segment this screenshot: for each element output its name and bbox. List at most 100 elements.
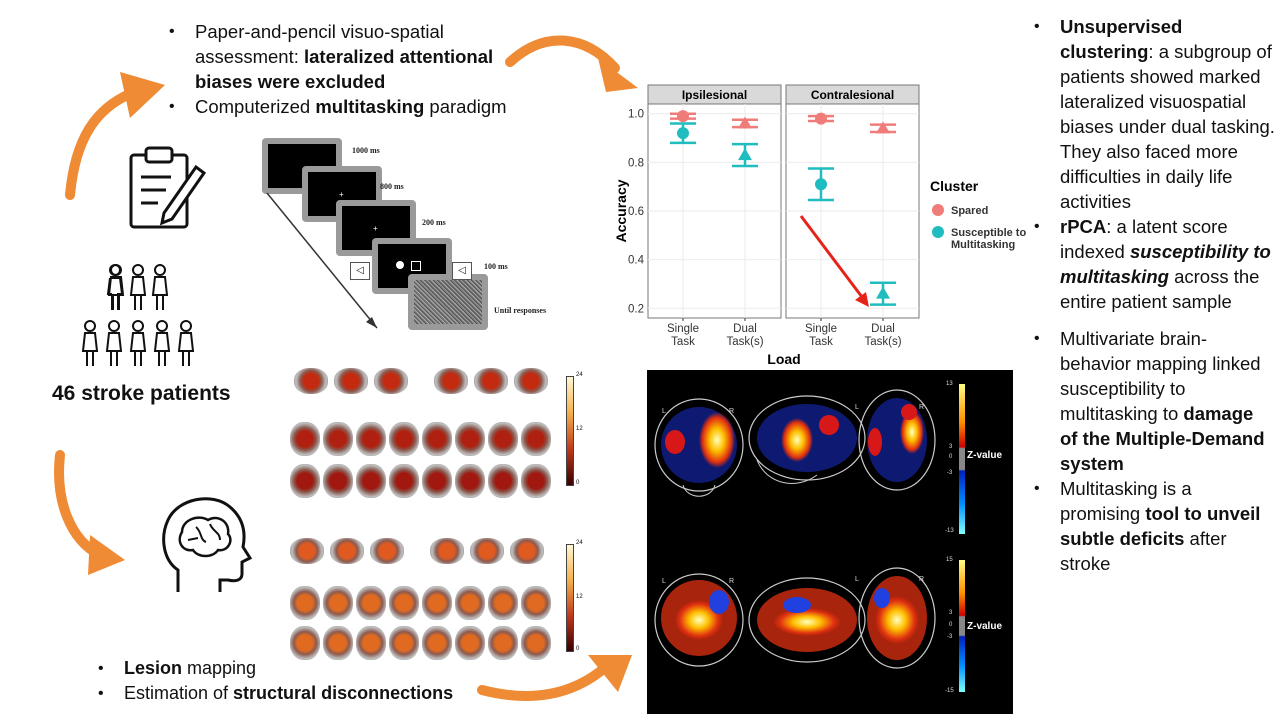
bullet-text: Estimation of	[124, 683, 234, 703]
brain-slice	[514, 368, 548, 394]
legend-label: Spared	[951, 205, 988, 217]
zbar-bottom-tick-3: -3	[947, 634, 953, 640]
brain-slice	[356, 586, 386, 620]
bullet-text: multitasking	[315, 96, 425, 117]
brain-slice	[455, 626, 485, 660]
brain-slice	[389, 464, 419, 498]
brain-slice	[422, 626, 452, 660]
x-tick-label: Task(s)	[864, 336, 901, 348]
lesion-tick-max: 24	[576, 372, 583, 378]
panel-strip	[647, 84, 782, 105]
brain-slice	[290, 422, 320, 456]
zbar-bottom-tick-4: -15	[945, 688, 954, 694]
screen-5-noise	[408, 274, 488, 330]
lesion-tick-mid: 12	[576, 426, 583, 432]
bullet-text: across the entire patient sample	[1060, 266, 1260, 312]
y-tick-label: 1.0	[628, 109, 644, 121]
disconnection-colorbar	[566, 544, 574, 652]
panel-strip	[785, 84, 920, 105]
highlight-arrow	[799, 215, 867, 302]
right-bullets: Unsupervised clustering: a subgroup of p…	[1030, 14, 1275, 576]
brain-slice	[488, 422, 518, 456]
x-tick-label: Single	[667, 323, 699, 335]
brain-slice	[356, 422, 386, 456]
brain-slice	[374, 368, 408, 394]
brain-slice	[370, 538, 404, 564]
zbar-top-tick-2: 0	[949, 454, 953, 460]
x-tick-label: Task(s)	[726, 336, 763, 348]
panel-title: Contralesional	[811, 88, 894, 102]
brain-slice	[290, 464, 320, 498]
brain-slice	[455, 464, 485, 498]
brain-slice	[356, 464, 386, 498]
brain-slice	[434, 368, 468, 394]
x-tick-label: Task	[671, 336, 695, 348]
disconnection-tick-max: 24	[576, 540, 583, 546]
patients-label: 46 stroke patients	[52, 382, 231, 405]
bullet-text: tool to unveil subtle deficits	[1060, 503, 1261, 549]
orient-bottom-R2: R	[919, 576, 925, 583]
top-bullets: Paper-and-pencil visuo-spatial assessmen…	[165, 19, 510, 119]
brain-slice	[488, 586, 518, 620]
top-bullets-item: Paper-and-pencil visuo-spatial assessmen…	[165, 19, 510, 94]
timing-5: Until responses	[494, 306, 547, 315]
right-bullets-item: Unsupervised clustering: a subgroup of p…	[1030, 14, 1275, 214]
brain-slice	[323, 464, 353, 498]
legend-label: Susceptible to	[951, 227, 1026, 239]
bullet-text: structural disconnections	[233, 683, 454, 703]
glass-brain-top-row	[654, 389, 936, 497]
x-tick-label: Dual	[733, 323, 757, 335]
panel-title: Ipsilesional	[682, 88, 747, 102]
brain-slice	[422, 586, 452, 620]
bullet-text: : a latent score indexed	[1060, 216, 1228, 262]
zbar-top-tick-0: 13	[946, 381, 953, 387]
right-bullets-item: Multitasking is a promising tool to unve…	[1030, 476, 1275, 576]
legend-title: Cluster	[930, 178, 979, 194]
orient-top-L2: L	[855, 404, 859, 411]
brain-slice	[474, 368, 508, 394]
timing-3: 200 ms	[422, 218, 446, 227]
brain-slice	[510, 538, 544, 564]
y-tick-label: 0.6	[628, 206, 644, 218]
bullet-text: : a subgroup of patients showed marked l…	[1060, 41, 1275, 212]
x-tick-label: Single	[805, 323, 837, 335]
brain-slice	[488, 464, 518, 498]
paradigm-figure: + + ◁ ◁ 1000 ms 800 ms 200 ms 100 ms Unt…	[262, 138, 582, 348]
glass-brain-bottom-row	[654, 567, 936, 669]
zbar-top-tick-1: 3	[949, 444, 953, 450]
bottom-bullets: Lesion mappingEstimation of structural d…	[94, 656, 494, 706]
zbar-bottom-tick-1: 3	[949, 610, 953, 616]
brain-slice	[521, 626, 551, 660]
brain-slice	[455, 586, 485, 620]
brain-slice	[455, 422, 485, 456]
speaker-icon-left: ◁	[350, 262, 370, 280]
brain-slice	[430, 538, 464, 564]
timing-1: 1000 ms	[352, 146, 380, 155]
brain-slice	[323, 626, 353, 660]
bullet-text: mapping	[182, 658, 257, 678]
brain-slice	[356, 626, 386, 660]
brain-slice	[389, 626, 419, 660]
data-point	[738, 116, 752, 129]
x-tick-label: Dual	[871, 323, 895, 335]
bullet-text: damage of the Multiple-Demand system	[1060, 403, 1265, 474]
x-tick-label: Task	[809, 336, 833, 348]
bullet-text: Multitasking is a promising	[1060, 478, 1192, 524]
orient-bottom-L2: L	[855, 576, 859, 583]
brain-slice	[294, 368, 328, 394]
data-point	[677, 110, 689, 123]
orient-bottom-R1: R	[729, 578, 735, 585]
y-tick-label: 0.8	[628, 157, 644, 169]
data-point	[815, 112, 827, 125]
bottom-bullets-item: Lesion mapping	[94, 656, 494, 681]
bullet-text: after stroke	[1060, 528, 1227, 574]
brain-slice	[521, 422, 551, 456]
brain-slice	[323, 586, 353, 620]
data-point	[876, 286, 890, 299]
accuracy-chart: IpsilesionalSingleTaskDualTask(s)Contral…	[613, 84, 1026, 367]
bullet-text: Lesion	[124, 658, 183, 678]
brain-slice	[334, 368, 368, 394]
bullet-text: Computerized	[195, 96, 316, 117]
top-bullets-item: Computerized multitasking paradigm	[165, 94, 510, 119]
